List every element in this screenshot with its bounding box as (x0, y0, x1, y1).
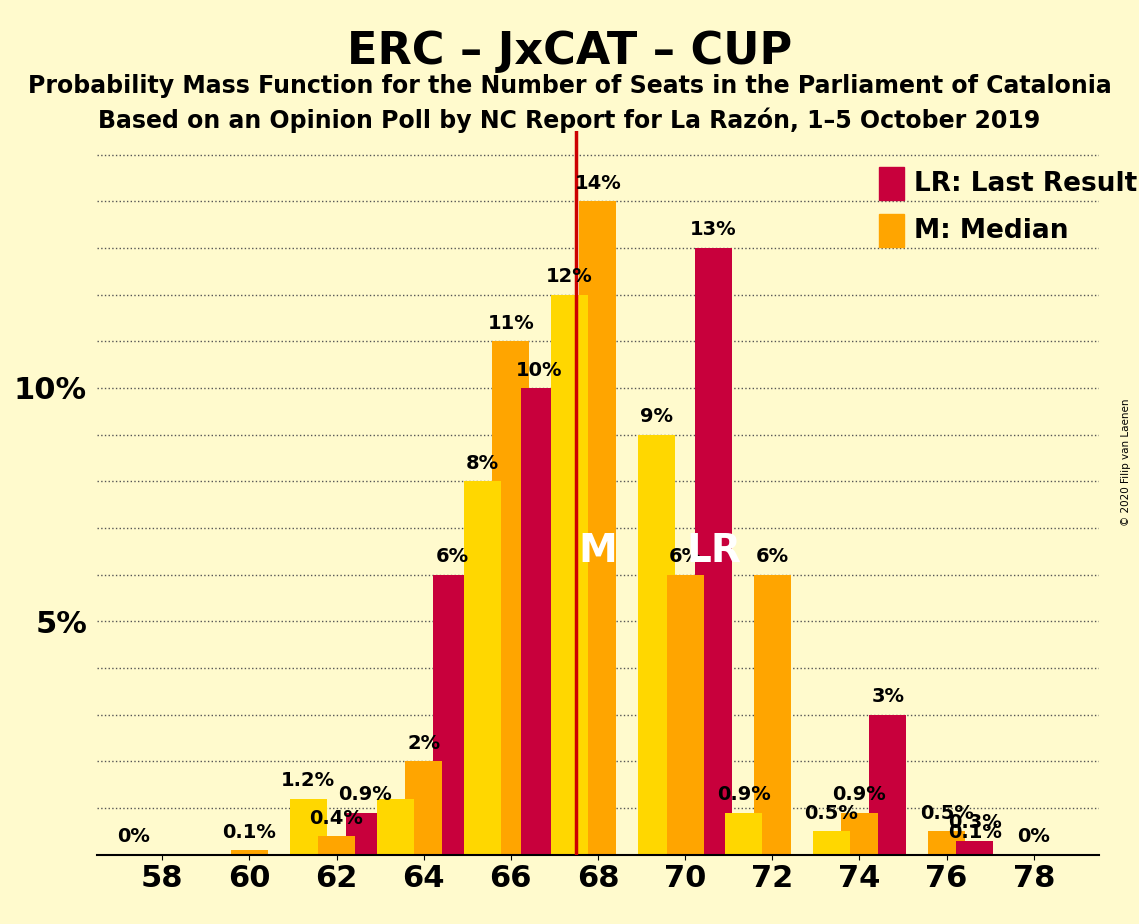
Text: 0.9%: 0.9% (833, 785, 886, 804)
Bar (521, 388, 558, 855)
Bar (318, 836, 355, 855)
Bar (434, 575, 470, 855)
Bar (492, 341, 530, 855)
Text: 0.1%: 0.1% (948, 822, 1002, 842)
Text: 3%: 3% (871, 687, 904, 706)
Text: 1.2%: 1.2% (281, 772, 335, 790)
Text: M: M (579, 532, 617, 570)
Bar (346, 813, 384, 855)
Text: © 2020 Filip van Laenen: © 2020 Filip van Laenen (1121, 398, 1131, 526)
Text: 0.4%: 0.4% (310, 808, 363, 828)
Bar (231, 850, 268, 855)
Bar (878, 214, 903, 247)
Text: LR: LR (686, 532, 740, 570)
Text: 0.9%: 0.9% (338, 785, 392, 804)
Bar (869, 714, 907, 855)
Bar (841, 813, 878, 855)
Bar (726, 813, 762, 855)
Bar (666, 575, 704, 855)
Text: 0%: 0% (117, 827, 150, 846)
Text: 0.3%: 0.3% (948, 813, 1002, 833)
Text: 12%: 12% (547, 267, 593, 286)
Text: 2%: 2% (407, 734, 440, 753)
Bar (551, 295, 588, 855)
Text: 14%: 14% (574, 174, 622, 193)
Text: ERC – JxCAT – CUP: ERC – JxCAT – CUP (347, 30, 792, 74)
Text: M: Median: M: Median (913, 218, 1068, 244)
Text: 9%: 9% (640, 407, 673, 426)
Bar (405, 761, 442, 855)
Text: 6%: 6% (756, 547, 789, 566)
Text: Probability Mass Function for the Number of Seats in the Parliament of Catalonia: Probability Mass Function for the Number… (27, 74, 1112, 98)
Text: 13%: 13% (690, 221, 737, 239)
Text: 8%: 8% (466, 454, 499, 473)
Bar (695, 248, 732, 855)
Text: 0.9%: 0.9% (718, 785, 771, 804)
Text: Based on an Opinion Poll by NC Report for La Razón, 1–5 October 2019: Based on an Opinion Poll by NC Report fo… (98, 107, 1041, 133)
Text: 0.5%: 0.5% (919, 804, 974, 823)
Bar (957, 841, 993, 855)
Bar (289, 798, 327, 855)
Text: 6%: 6% (435, 547, 468, 566)
Text: LR: Last Result: LR: Last Result (913, 171, 1137, 197)
Text: 0.5%: 0.5% (804, 804, 858, 823)
Bar (928, 832, 965, 855)
Bar (754, 575, 790, 855)
Text: 6%: 6% (669, 547, 702, 566)
Bar (377, 798, 413, 855)
Text: 0%: 0% (1017, 827, 1050, 846)
Text: 11%: 11% (487, 314, 534, 333)
Bar (638, 434, 675, 855)
Bar (878, 167, 903, 200)
Bar (812, 832, 850, 855)
Bar (580, 201, 616, 855)
Text: 10%: 10% (516, 360, 563, 380)
Text: 0.1%: 0.1% (222, 822, 277, 842)
Bar (464, 481, 501, 855)
